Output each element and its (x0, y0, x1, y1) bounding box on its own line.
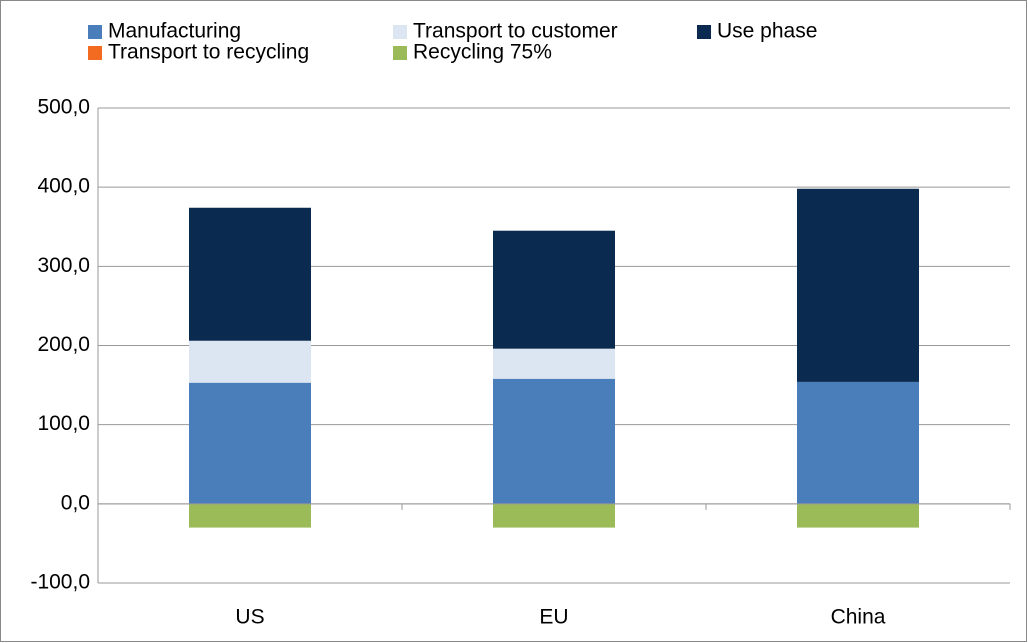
y-tick-label: 300,0 (37, 254, 90, 277)
x-tick-label: China (831, 606, 886, 629)
bar-segment (797, 503, 919, 528)
legend-label: Recycling 75% (413, 41, 552, 64)
legend-swatch (393, 46, 407, 60)
x-tick-label: EU (539, 606, 568, 629)
legend-label: Manufacturing (108, 20, 241, 43)
legend-label: Transport to recycling (108, 41, 309, 64)
y-tick-label: 0,0 (61, 491, 90, 514)
bar-segment (797, 188, 919, 382)
legend-swatch (393, 25, 407, 39)
y-tick-label: -100,0 (30, 571, 90, 594)
legend-label: Use phase (717, 20, 817, 43)
bar-segment (189, 340, 311, 383)
y-tick-label: 400,0 (37, 175, 90, 198)
y-tick-label: 100,0 (37, 412, 90, 435)
bar-segment (493, 378, 615, 504)
bar-segment (797, 381, 919, 504)
x-tick-label: US (235, 606, 264, 629)
bar-segment (493, 230, 615, 349)
bar-segment (189, 503, 311, 528)
legend-label: Transport to customer (413, 20, 618, 43)
bar-segment (189, 207, 311, 341)
bar-segment (189, 382, 311, 504)
bar-segment (493, 503, 615, 528)
y-tick-label: 500,0 (37, 96, 90, 119)
legend-swatch (697, 25, 711, 39)
bar-segment (493, 348, 615, 379)
legend-swatch (88, 46, 102, 60)
legend-swatch (88, 25, 102, 39)
y-tick-label: 200,0 (37, 333, 90, 356)
